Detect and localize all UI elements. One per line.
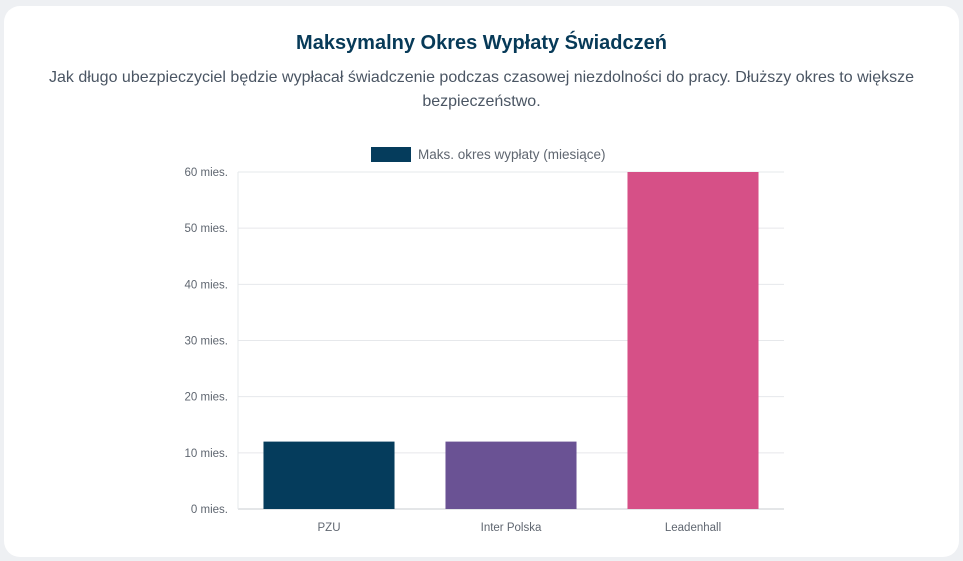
- legend-label: Maks. okres wypłaty (miesiące): [418, 147, 606, 162]
- y-tick-label: 50 mies.: [185, 223, 228, 235]
- legend-swatch: [371, 147, 411, 162]
- chart-title: Maksymalny Okres Wypłaty Świadczeń: [296, 32, 667, 54]
- bar-inter-polska[interactable]: [445, 441, 577, 509]
- x-tick-label: PZU: [318, 522, 341, 534]
- legend[interactable]: Maks. okres wypłaty (miesiące): [371, 147, 606, 162]
- y-tick-label: 0 mies.: [191, 504, 228, 516]
- x-tick-label: Leadenhall: [665, 522, 721, 534]
- bars: [263, 172, 759, 509]
- y-tick-label: 40 mies.: [185, 279, 228, 291]
- y-axis: 0 mies. 10 mies. 20 mies. 30 mies. 40 mies. 5…: [185, 167, 228, 516]
- y-tick-label: 10 mies.: [185, 448, 228, 460]
- bar-leadenhall[interactable]: [627, 172, 759, 509]
- x-tick-label: Inter Polska: [481, 522, 542, 534]
- chart-subtitle: Jak długo ubezpieczyciel będzie wypłacał…: [48, 69, 914, 110]
- bar-pzu[interactable]: [263, 441, 395, 509]
- y-tick-label: 20 mies.: [185, 392, 228, 404]
- x-axis: PZU Inter Polska Leadenhall: [318, 522, 722, 534]
- y-tick-label: 30 mies.: [185, 336, 228, 348]
- y-tick-label: 60 mies.: [185, 167, 228, 179]
